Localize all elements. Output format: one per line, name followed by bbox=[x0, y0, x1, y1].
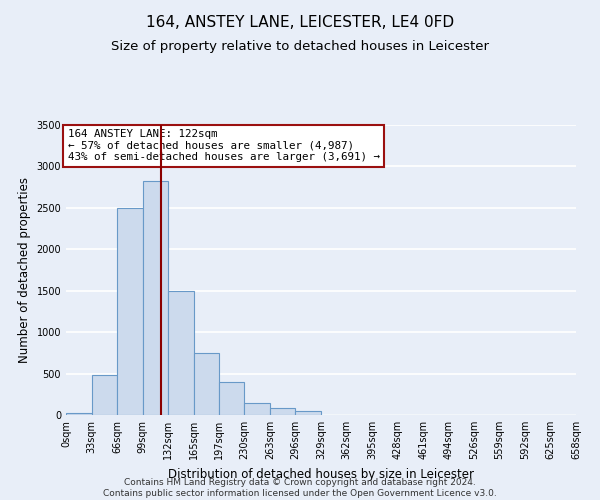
X-axis label: Distribution of detached houses by size in Leicester: Distribution of detached houses by size … bbox=[168, 468, 474, 480]
Text: Size of property relative to detached houses in Leicester: Size of property relative to detached ho… bbox=[111, 40, 489, 53]
Bar bbox=[143, 182, 169, 415]
Bar bbox=[92, 375, 117, 415]
Bar bbox=[117, 208, 143, 415]
Bar bbox=[66, 413, 92, 415]
Text: Contains HM Land Registry data © Crown copyright and database right 2024.
Contai: Contains HM Land Registry data © Crown c… bbox=[103, 478, 497, 498]
Bar bbox=[218, 382, 244, 415]
Text: 164, ANSTEY LANE, LEICESTER, LE4 0FD: 164, ANSTEY LANE, LEICESTER, LE4 0FD bbox=[146, 15, 454, 30]
Bar bbox=[194, 353, 218, 415]
Y-axis label: Number of detached properties: Number of detached properties bbox=[18, 177, 31, 363]
Text: 164 ANSTEY LANE: 122sqm
← 57% of detached houses are smaller (4,987)
43% of semi: 164 ANSTEY LANE: 122sqm ← 57% of detache… bbox=[68, 129, 380, 162]
Bar bbox=[244, 402, 270, 415]
Bar bbox=[295, 411, 321, 415]
Bar bbox=[270, 408, 295, 415]
Bar bbox=[169, 290, 194, 415]
